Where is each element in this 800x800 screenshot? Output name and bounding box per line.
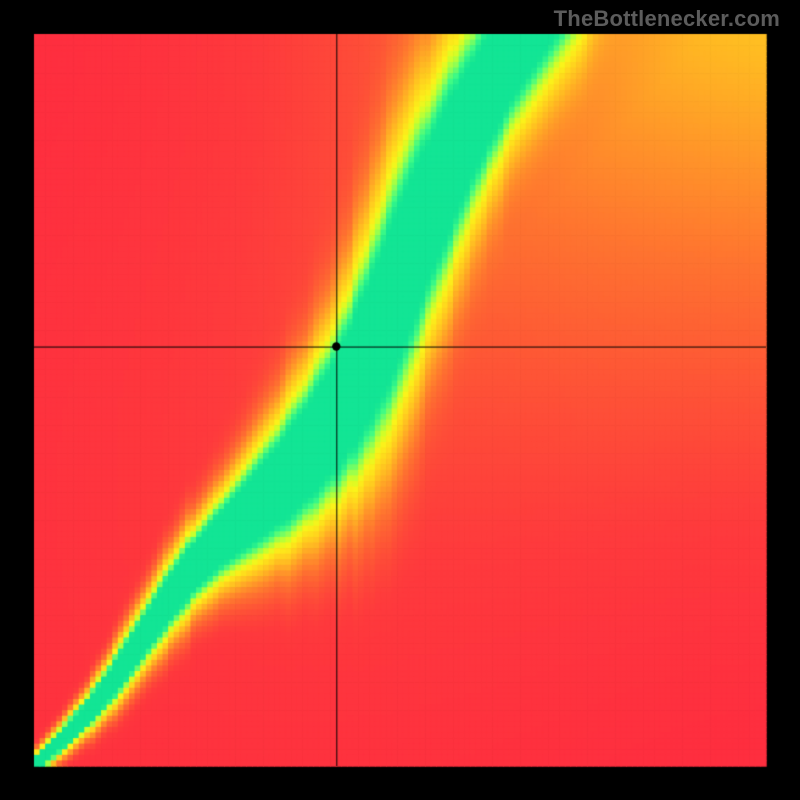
chart-container: TheBottlenecker.com [0,0,800,800]
heatmap-canvas [0,0,800,800]
watermark-text: TheBottlenecker.com [554,6,780,32]
